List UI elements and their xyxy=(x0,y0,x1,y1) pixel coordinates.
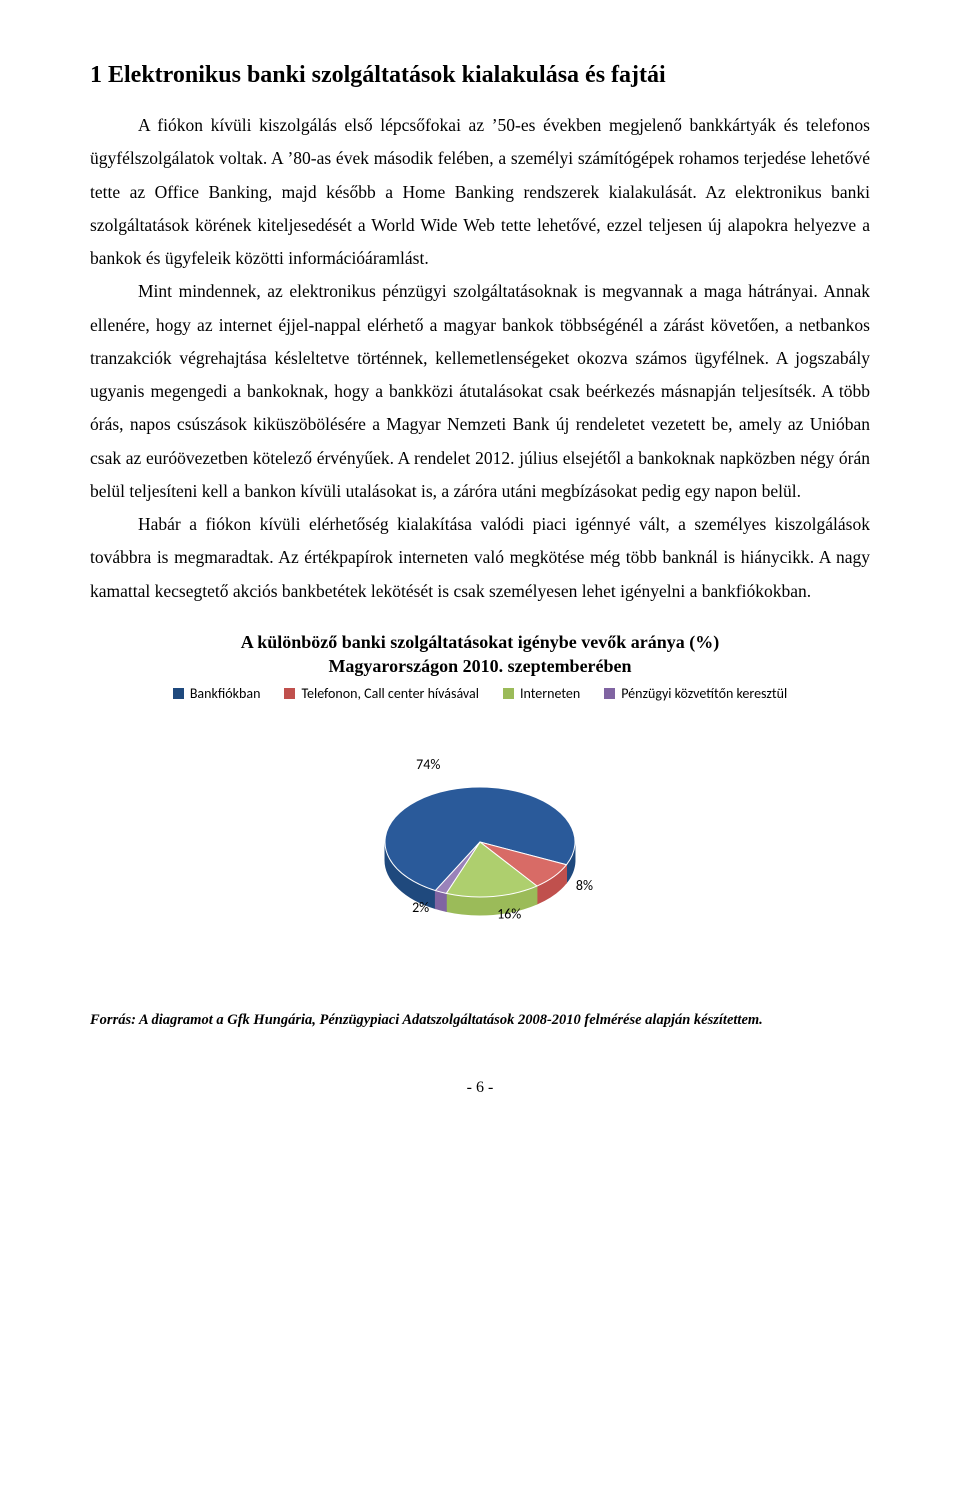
legend-item: Bankfiókban xyxy=(173,685,261,702)
page-number: - 6 - xyxy=(90,1079,870,1097)
legend-label: Bankfiókban xyxy=(190,685,261,702)
chart-legend: Bankfiókban Telefonon, Call center hívás… xyxy=(90,685,870,702)
legend-swatch xyxy=(503,688,514,699)
chart-source: Forrás: A diagramot a Gfk Hungária, Pénz… xyxy=(90,1012,870,1029)
legend-label: Telefonon, Call center hívásával xyxy=(301,685,479,702)
legend-swatch xyxy=(284,688,295,699)
pie-slice-label: 16% xyxy=(497,905,521,922)
paragraph: Mint mindennek, az elektronikus pénzügyi… xyxy=(90,275,870,508)
legend-item: Interneten xyxy=(503,685,580,702)
paragraph: Habár a fiókon kívüli elérhetőség kialak… xyxy=(90,508,870,608)
legend-item: Pénzügyi közvetítőn keresztül xyxy=(604,685,787,702)
legend-swatch xyxy=(604,688,615,699)
legend-label: Interneten xyxy=(520,685,580,702)
chart-title-line1: A különböző banki szolgáltatásokat igény… xyxy=(241,632,720,652)
legend-swatch xyxy=(173,688,184,699)
paragraph: A fiókon kívüli kiszolgálás első lépcsőf… xyxy=(90,109,870,275)
pie-chart: 74% 8% 16% 2% xyxy=(90,712,870,952)
pie-slice-label: 2% xyxy=(412,899,429,916)
legend-label: Pénzügyi közvetítőn keresztül xyxy=(621,685,787,702)
chart-title-line2: Magyarországon 2010. szeptemberében xyxy=(328,656,631,676)
chart-title: A különböző banki szolgáltatásokat igény… xyxy=(90,630,870,679)
legend-item: Telefonon, Call center hívásával xyxy=(284,685,479,702)
pie-slice-label: 8% xyxy=(576,877,593,894)
pie-slice-label: 74% xyxy=(416,756,440,773)
document-page: 1 Elektronikus banki szolgáltatások kial… xyxy=(0,0,960,1137)
section-heading: 1 Elektronikus banki szolgáltatások kial… xyxy=(90,60,870,91)
pie-svg: 74% 8% 16% 2% xyxy=(330,712,630,952)
